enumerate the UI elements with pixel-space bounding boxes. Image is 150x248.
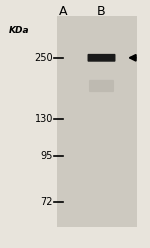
Text: 95: 95 bbox=[40, 151, 53, 161]
Text: KDa: KDa bbox=[9, 26, 29, 35]
Text: 130: 130 bbox=[34, 114, 53, 124]
FancyBboxPatch shape bbox=[57, 16, 137, 227]
Text: 72: 72 bbox=[40, 197, 53, 208]
Text: 250: 250 bbox=[34, 53, 53, 63]
Text: B: B bbox=[97, 5, 106, 18]
Text: A: A bbox=[59, 5, 68, 18]
FancyBboxPatch shape bbox=[89, 80, 114, 92]
FancyBboxPatch shape bbox=[87, 54, 116, 62]
